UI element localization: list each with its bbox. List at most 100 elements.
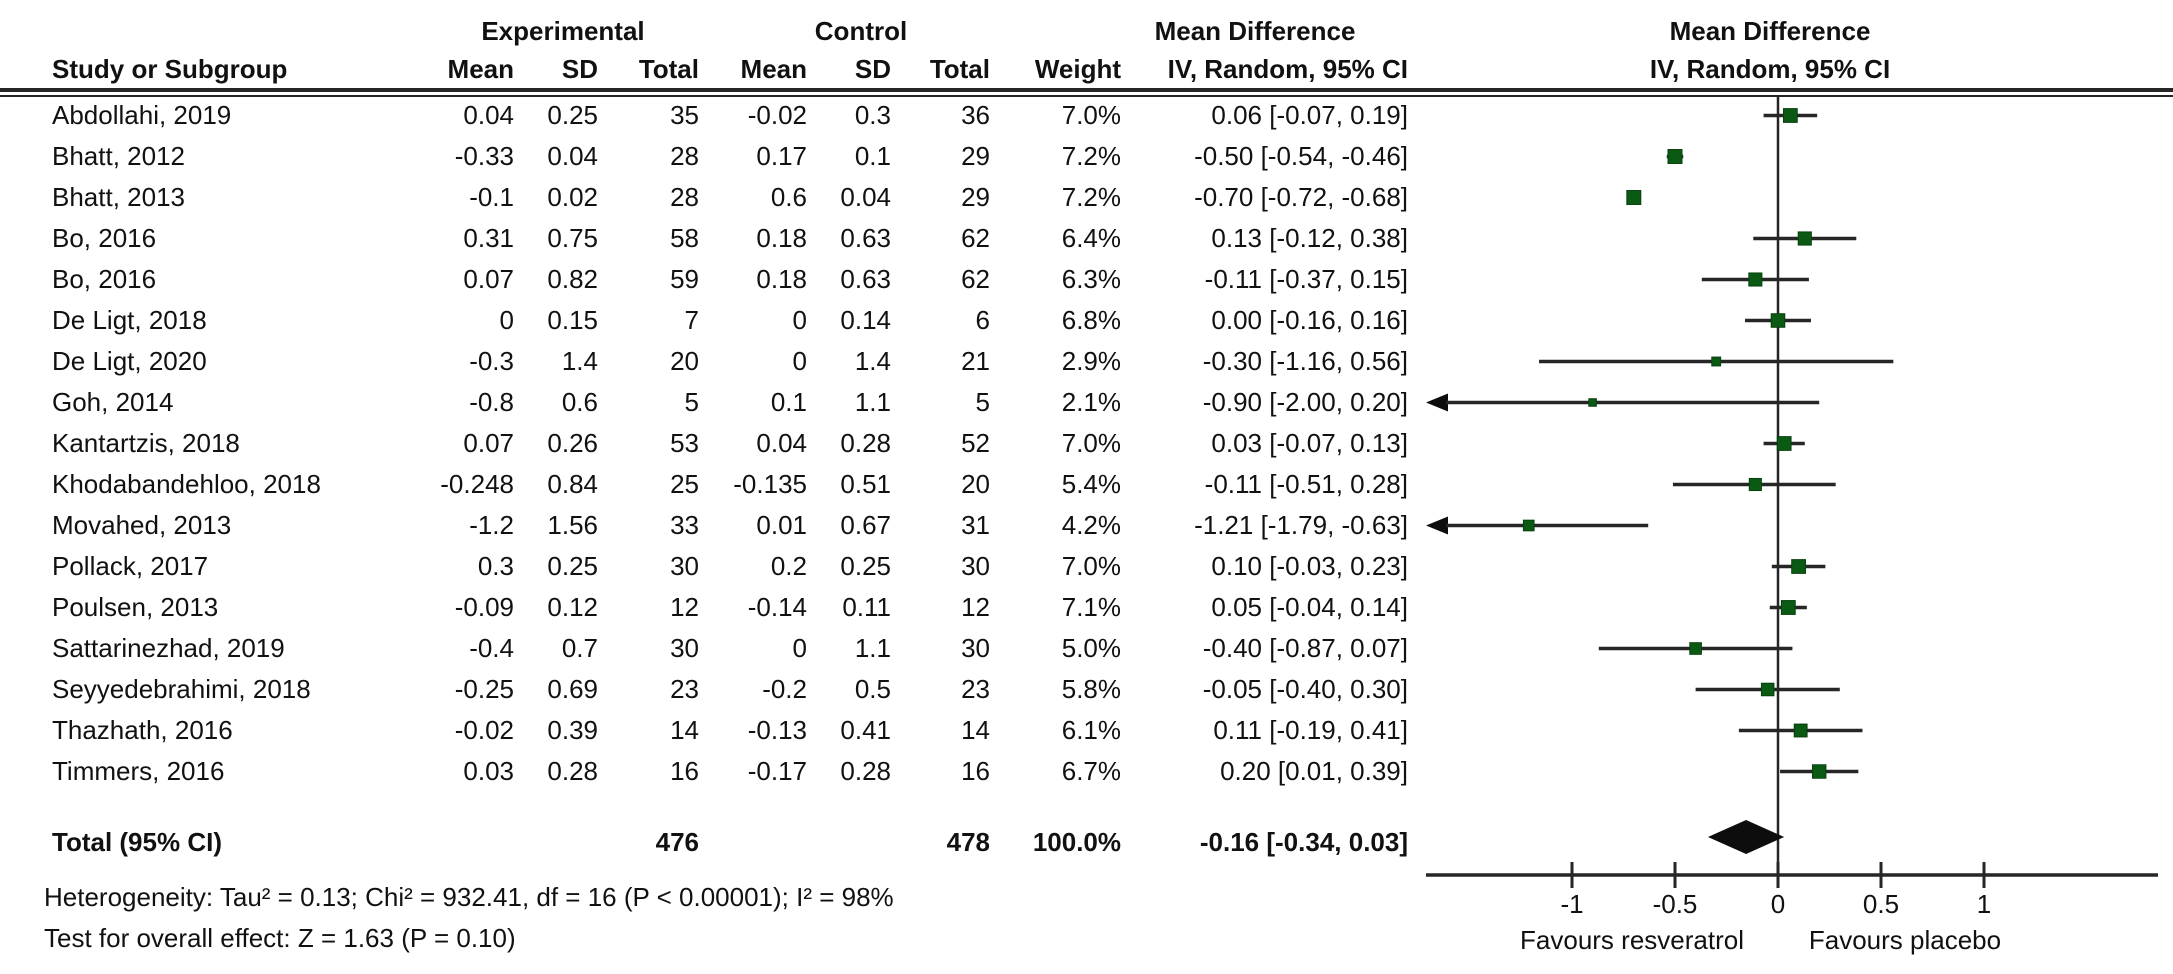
study-row-exp_mean: 0.07 xyxy=(463,428,514,458)
study-row-name: Kantartzis, 2018 xyxy=(52,428,240,458)
study-row-exp_sd: 0.02 xyxy=(547,182,598,212)
axis-tick-label: -0.5 xyxy=(1653,889,1698,919)
summary-diamond xyxy=(1707,820,1785,854)
study-row-ctl_sd: 1.1 xyxy=(854,633,891,663)
study-row-ctl_mean: -0.17 xyxy=(747,756,807,786)
effect-square xyxy=(1797,231,1812,246)
study-row-name: Sattarinezhad, 2019 xyxy=(52,633,285,663)
study-row-ctl_sd: 0.67 xyxy=(840,510,891,540)
study-row-exp_total: 16 xyxy=(670,756,699,786)
study-row-exp_sd: 0.04 xyxy=(547,141,598,171)
study-row-md_text: -0.11 [-0.51, 0.28] xyxy=(1204,469,1408,499)
study-row-exp_sd: 0.82 xyxy=(547,264,598,294)
study-row-weight: 7.0% xyxy=(1061,100,1121,130)
study-row-exp_mean: -0.25 xyxy=(454,674,514,704)
study-row-weight: 7.0% xyxy=(1061,428,1121,458)
study-row-ctl_total: 30 xyxy=(961,551,990,581)
study-row-ctl_mean: 0.18 xyxy=(756,223,807,253)
study-row-ctl_mean: 0.17 xyxy=(756,141,807,171)
study-row-ctl_sd: 0.28 xyxy=(840,428,891,458)
study-row-exp_mean: -0.09 xyxy=(454,592,514,622)
study-row-name: Bhatt, 2012 xyxy=(52,141,185,171)
study-row-weight: 6.3% xyxy=(1061,264,1121,294)
col-header-ctl-sd: SD xyxy=(854,54,891,84)
effect-square xyxy=(1748,272,1763,287)
study-row-ctl_mean: 0.04 xyxy=(756,428,807,458)
favours-right-label: Favours placebo xyxy=(1809,925,2001,955)
study-row-exp_total: 35 xyxy=(670,100,699,130)
study-row-md_text: -0.30 [-1.16, 0.56] xyxy=(1202,346,1408,376)
study-row-ctl_total: 29 xyxy=(961,182,990,212)
study-row-weight: 5.0% xyxy=(1061,633,1121,663)
study-row-exp_mean: 0 xyxy=(499,305,514,335)
study-row-weight: 7.1% xyxy=(1061,592,1121,622)
effect-square xyxy=(1793,723,1808,738)
study-row-exp_mean: -0.1 xyxy=(469,182,514,212)
study-row-exp_mean: -0.8 xyxy=(469,387,514,417)
study-row-exp_total: 33 xyxy=(670,510,699,540)
study-row-md_text: -1.21 [-1.79, -0.63] xyxy=(1194,510,1408,540)
study-row-exp_mean: 0.31 xyxy=(463,223,514,253)
study-row-weight: 6.8% xyxy=(1061,305,1121,335)
effect-square xyxy=(1811,764,1827,779)
col-header-ctl-mean: Mean xyxy=(740,54,807,84)
study-row-md_text: 0.10 [-0.03, 0.23] xyxy=(1211,551,1408,581)
study-row-md_text: -0.90 [-2.00, 0.20] xyxy=(1202,387,1408,417)
header-rule-thin xyxy=(0,95,2173,97)
col-header-exp-mean: Mean xyxy=(447,54,514,84)
study-row-exp_total: 58 xyxy=(670,223,699,253)
study-row-exp_sd: 0.28 xyxy=(547,756,598,786)
experimental-group-header: Experimental xyxy=(481,16,645,46)
effect-square xyxy=(1522,519,1535,532)
study-row-name: Thazhath, 2016 xyxy=(52,715,233,745)
col-header-weight: Weight xyxy=(1034,54,1121,84)
study-row-exp_sd: 0.26 xyxy=(547,428,598,458)
study-row-ctl_sd: 1.4 xyxy=(854,346,891,376)
study-row-ctl_sd: 0.63 xyxy=(840,223,891,253)
study-row-name: Timmers, 2016 xyxy=(52,756,225,786)
study-row-exp_mean: -0.4 xyxy=(469,633,514,663)
total-row-name: Total (95% CI) xyxy=(52,827,222,857)
effect-square xyxy=(1770,313,1786,328)
study-row-ctl_mean: 0 xyxy=(792,305,807,335)
study-row-ctl_sd: 1.1 xyxy=(854,387,891,417)
study-row-weight: 6.7% xyxy=(1061,756,1121,786)
study-row-exp_mean: -0.248 xyxy=(440,469,514,499)
col-header-exp-sd: SD xyxy=(561,54,598,84)
study-row-exp_sd: 0.25 xyxy=(547,100,598,130)
col-header-ctl-total: Total xyxy=(929,54,990,84)
study-row-ctl_sd: 0.25 xyxy=(840,551,891,581)
effect-square xyxy=(1588,398,1597,407)
study-row-exp_mean: -0.02 xyxy=(454,715,514,745)
study-row-name: Poulsen, 2013 xyxy=(52,592,219,622)
study-row-weight: 7.2% xyxy=(1061,141,1121,171)
total-row-exp_total: 476 xyxy=(655,827,699,857)
study-row-ctl_mean: 0.18 xyxy=(756,264,807,294)
study-row-exp_sd: 0.75 xyxy=(547,223,598,253)
study-row-name: Movahed, 2013 xyxy=(52,510,232,540)
study-row-name: Bo, 2016 xyxy=(52,264,157,294)
study-row-ctl_mean: -0.135 xyxy=(733,469,807,499)
study-row-name: De Ligt, 2018 xyxy=(52,305,207,335)
col-header-iv-random-text: IV, Random, 95% CI xyxy=(1167,54,1408,84)
study-row-exp_mean: -1.2 xyxy=(469,510,514,540)
study-row-name: Khodabandehloo, 2018 xyxy=(52,469,321,499)
study-row-weight: 6.4% xyxy=(1061,223,1121,253)
study-row-exp_sd: 0.25 xyxy=(547,551,598,581)
study-row-ctl_total: 62 xyxy=(961,223,990,253)
study-row-ctl_total: 23 xyxy=(961,674,990,704)
study-row-name: Abdollahi, 2019 xyxy=(52,100,232,130)
total-row-md_text: -0.16 [-0.34, 0.03] xyxy=(1199,827,1408,857)
study-row-md_text: 0.20 [0.01, 0.39] xyxy=(1220,756,1408,786)
mean-difference-plot-header: Mean Difference xyxy=(1669,16,1871,46)
study-row-exp_mean: 0.04 xyxy=(463,100,514,130)
study-row-exp_total: 12 xyxy=(670,592,699,622)
total-row-weight: 100.0% xyxy=(1032,827,1121,857)
study-row-exp_total: 7 xyxy=(684,305,699,335)
study-row-ctl_sd: 0.04 xyxy=(840,182,891,212)
study-row-exp_total: 28 xyxy=(670,141,699,171)
study-row-exp_sd: 1.56 xyxy=(547,510,598,540)
study-row-exp_sd: 0.39 xyxy=(547,715,598,745)
study-row-md_text: 0.13 [-0.12, 0.38] xyxy=(1211,223,1408,253)
